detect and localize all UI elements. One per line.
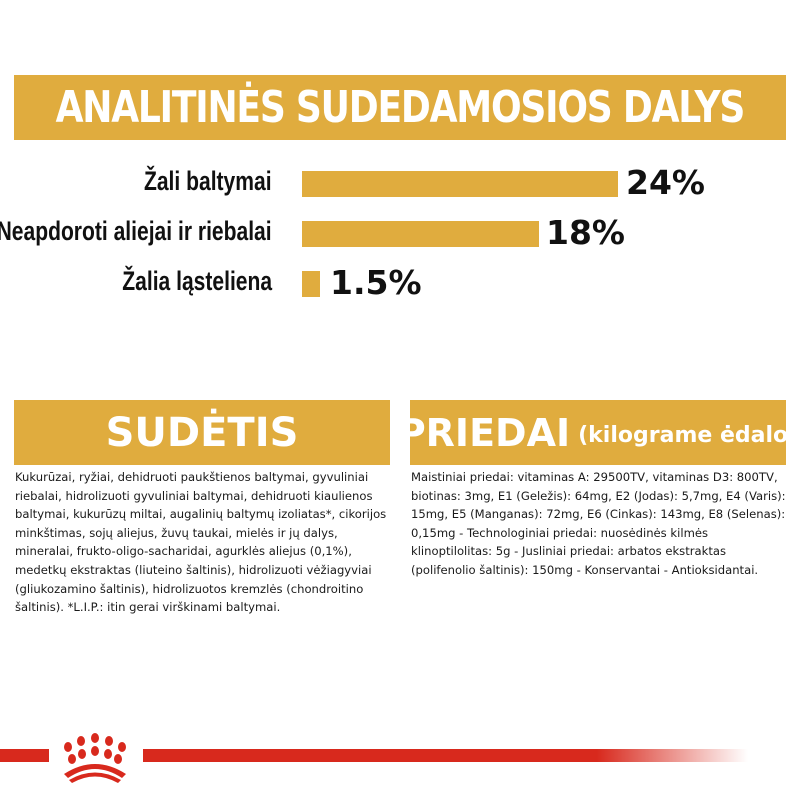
- footer-red-line-left: [0, 749, 49, 762]
- composition-title-banner: SUDĖTIS: [14, 400, 390, 465]
- value-fat: 18%: [546, 213, 625, 252]
- footer-red-line-right: [143, 749, 748, 762]
- additives-title: PRIEDAI: [397, 410, 571, 455]
- analysis-title-banner: ANALITINĖS SUDEDAMOSIOS DALYS: [14, 75, 786, 140]
- composition-text: Kukurūzai, ryžiai, dehidruoti paukštieno…: [15, 470, 387, 615]
- analysis-title: ANALITINĖS SUDEDAMOSIOS DALYS: [55, 82, 746, 133]
- analysis-label-fiber: Žalia ląsteliena: [122, 266, 272, 296]
- value-fiber: 1.5%: [330, 263, 422, 302]
- analysis-label-fat: Neapdoroti aliejai ir riebalai: [0, 216, 272, 246]
- analysis-label-protein: Žali baltymai: [144, 166, 272, 196]
- additives-title-banner: PRIEDAI (kilograme ėdalo): [398, 400, 798, 465]
- additives-subtitle: (kilograme ėdalo): [578, 423, 799, 448]
- bar-fiber: [302, 271, 320, 297]
- crown-logo-icon: [64, 733, 126, 783]
- composition-title: SUDĖTIS: [105, 409, 299, 456]
- value-protein: 24%: [626, 163, 705, 202]
- additives-text: Maistiniai priedai: vitaminas A: 29500TV…: [411, 470, 786, 577]
- bar-protein: [302, 171, 618, 197]
- bar-fat: [302, 221, 539, 247]
